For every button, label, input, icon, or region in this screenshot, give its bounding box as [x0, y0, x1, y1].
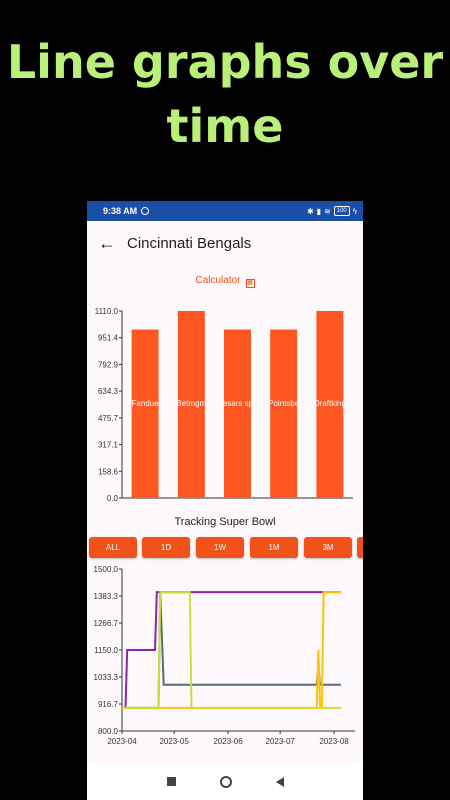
page-title: Cincinnati Bengals	[127, 234, 252, 252]
bar-label: Fandue	[132, 399, 160, 408]
x-tick-label: 2023-07	[265, 737, 295, 746]
bar	[224, 329, 251, 498]
bar	[316, 311, 344, 498]
y-tick-label: 158.6	[98, 467, 119, 476]
status-time: 9:38 AM	[103, 206, 138, 216]
bar-label: Caesars sport	[213, 399, 264, 408]
status-icons: ✱ ▮ ≋ 100 ϟ	[307, 206, 357, 216]
y-tick-label: 1383.3	[94, 592, 119, 601]
y-tick-label: 916.7	[98, 700, 119, 709]
time-range-chips: ALL 1D 1W 1M 3M	[89, 537, 363, 559]
bar-label: Pointsbe	[268, 399, 300, 408]
chip-all[interactable]: ALL	[89, 537, 137, 558]
wifi-icon: ≋	[324, 206, 331, 216]
bluetooth-icon: ✱	[306, 206, 314, 216]
line-chart: 800.0 916.7 1033.3 1150.0 1266.7 1383.3 1500.0…	[94, 565, 355, 746]
series-line	[122, 591, 341, 709]
system-nav-bar	[87, 763, 363, 800]
signal-icon: ▮	[316, 206, 322, 216]
notification-icon	[141, 207, 150, 215]
y-tick-label: 800.0	[98, 727, 119, 736]
chip-3m[interactable]: 3M	[304, 537, 352, 558]
x-tick-label: 2023-08	[319, 737, 349, 746]
y-tick-label: 792.9	[98, 360, 119, 369]
bar-chart: 0.0 158.6 317.1 475.7 634.3 792.9 951.4 1110.0 F…	[95, 307, 353, 503]
y-tick-label: 634.3	[98, 387, 119, 396]
y-tick-label: 1110.0	[95, 307, 119, 316]
y-tick-label: 1500.0	[94, 565, 119, 574]
bar	[177, 311, 205, 498]
home-icon[interactable]	[219, 775, 232, 788]
y-tick-label: 0.0	[107, 494, 119, 503]
x-tick-label: 2023-05	[159, 737, 189, 746]
y-tick-label: 475.7	[98, 414, 119, 423]
tracking-title: Tracking Super Bowl	[174, 516, 276, 528]
calculator-label: Calculator	[195, 275, 241, 286]
calculator-icon: ▦	[245, 279, 255, 288]
headline: Line graphs over time	[6, 35, 444, 153]
series-line	[122, 591, 341, 709]
y-tick-label: 1150.0	[94, 646, 118, 655]
y-tick-label: 1033.3	[94, 673, 119, 682]
bar	[270, 329, 298, 498]
bar	[131, 329, 159, 498]
status-bar: 9:38 AM ✱ ▮ ≋ 100 ϟ	[87, 201, 363, 221]
phone-screen: 9:38 AM ✱ ▮ ≋ 100 ϟ ← Cincinnati Bengals…	[87, 201, 363, 800]
bar-label: Betmgm	[176, 399, 206, 408]
y-tick-label: 317.1	[98, 441, 119, 450]
chip-1w[interactable]: 1W	[196, 537, 244, 558]
x-tick-label: 2023-06	[213, 737, 243, 746]
back-nav-icon[interactable]	[275, 776, 284, 787]
bar-label: Draftking	[314, 399, 346, 408]
y-tick-label: 951.4	[98, 334, 119, 343]
charging-icon: ϟ	[352, 206, 357, 216]
chip-more[interactable]	[357, 537, 363, 558]
calculator-button[interactable]: Calculator ▦	[87, 275, 363, 288]
x-tick-label: 2023-04	[107, 737, 137, 746]
chip-1m[interactable]: 1M	[250, 537, 298, 558]
app-bar: ← Cincinnati Bengals	[87, 221, 363, 265]
back-arrow-icon[interactable]: ←	[98, 232, 116, 253]
battery-icon: 100	[333, 206, 350, 216]
y-tick-label: 1266.7	[94, 619, 119, 628]
chip-1d[interactable]: 1D	[142, 537, 190, 558]
recents-icon[interactable]	[166, 777, 176, 786]
